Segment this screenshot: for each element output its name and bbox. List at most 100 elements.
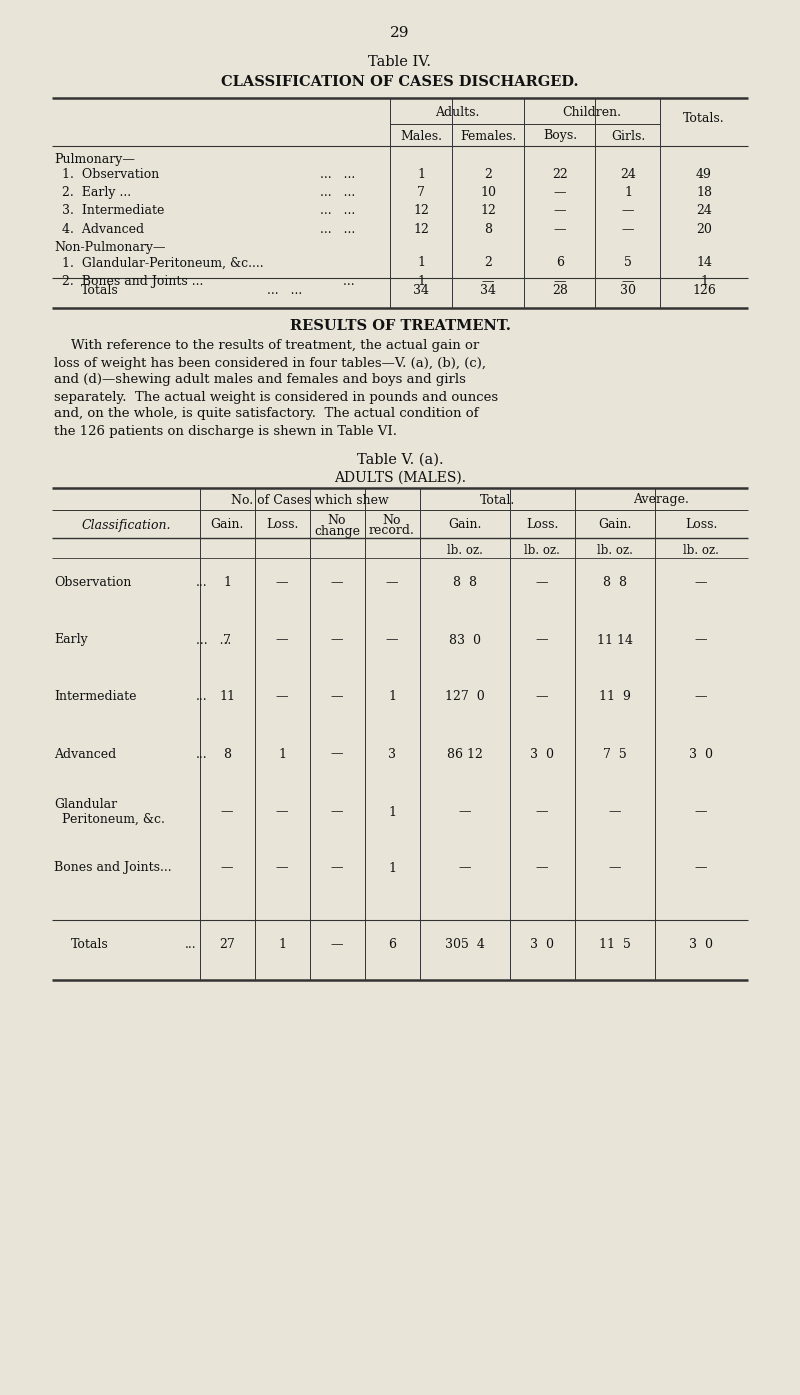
Text: —: — xyxy=(330,576,343,590)
Text: Gain.: Gain. xyxy=(210,519,244,531)
Text: 24: 24 xyxy=(620,167,636,180)
Text: 49: 49 xyxy=(696,167,712,180)
Text: 30: 30 xyxy=(620,283,636,297)
Text: Table V. (a).: Table V. (a). xyxy=(357,453,443,467)
Text: 7: 7 xyxy=(223,633,231,646)
Text: lb. oz.: lb. oz. xyxy=(447,544,483,557)
Text: 1: 1 xyxy=(417,257,425,269)
Text: —: — xyxy=(386,576,398,590)
Text: 2: 2 xyxy=(484,257,492,269)
Text: Males.: Males. xyxy=(400,130,442,142)
Text: ...   ...: ... ... xyxy=(320,205,355,218)
Text: Totals: Totals xyxy=(71,939,109,951)
Text: 3  0: 3 0 xyxy=(689,939,713,951)
Text: 1: 1 xyxy=(278,748,286,760)
Text: 10: 10 xyxy=(480,186,496,199)
Text: 28: 28 xyxy=(552,283,568,297)
Text: ...   ...: ... ... xyxy=(196,633,231,646)
Text: 3  0: 3 0 xyxy=(530,748,554,760)
Text: Adults.: Adults. xyxy=(435,106,479,119)
Text: 7  5: 7 5 xyxy=(603,748,627,760)
Text: 34: 34 xyxy=(413,283,429,297)
Text: Average.: Average. xyxy=(634,494,690,506)
Text: Glandular: Glandular xyxy=(54,798,117,812)
Text: —: — xyxy=(622,275,634,287)
Text: Boys.: Boys. xyxy=(543,130,577,142)
Text: ...: ... xyxy=(331,275,355,287)
Text: 3: 3 xyxy=(388,748,396,760)
Text: ...   ...: ... ... xyxy=(320,223,355,236)
Text: 1: 1 xyxy=(388,805,396,819)
Text: Total.: Total. xyxy=(480,494,515,506)
Text: 1: 1 xyxy=(388,862,396,875)
Text: RESULTS OF TREATMENT.: RESULTS OF TREATMENT. xyxy=(290,319,510,333)
Text: 14: 14 xyxy=(696,257,712,269)
Text: ...: ... xyxy=(185,939,197,951)
Text: 8  8: 8 8 xyxy=(453,576,477,590)
Text: 1: 1 xyxy=(700,275,708,287)
Text: —: — xyxy=(482,275,494,287)
Text: —: — xyxy=(694,633,707,646)
Text: 1: 1 xyxy=(278,939,286,951)
Text: 11  5: 11 5 xyxy=(599,939,631,951)
Text: —: — xyxy=(330,633,343,646)
Text: 11  9: 11 9 xyxy=(599,691,631,703)
Text: loss of weight has been considered in four tables—V. (a), (b), (c),: loss of weight has been considered in fo… xyxy=(54,357,486,370)
Text: 2: 2 xyxy=(484,167,492,180)
Text: and, on the whole, is quite satisfactory.  The actual condition of: and, on the whole, is quite satisfactory… xyxy=(54,407,478,420)
Text: —: — xyxy=(554,223,566,236)
Text: Non-Pulmonary—: Non-Pulmonary— xyxy=(54,241,166,254)
Text: 20: 20 xyxy=(696,223,712,236)
Text: 1.  Observation: 1. Observation xyxy=(54,167,159,180)
Text: 29: 29 xyxy=(390,27,410,40)
Text: Bones and Joints...: Bones and Joints... xyxy=(54,862,172,875)
Text: —: — xyxy=(221,862,234,875)
Text: Children.: Children. xyxy=(562,106,622,119)
Text: 11: 11 xyxy=(219,691,235,703)
Text: —: — xyxy=(554,275,566,287)
Text: 2.  Early ...: 2. Early ... xyxy=(54,186,131,199)
Text: the 126 patients on discharge is shewn in Table VI.: the 126 patients on discharge is shewn i… xyxy=(54,424,397,438)
Text: 8: 8 xyxy=(223,748,231,760)
Text: 8  8: 8 8 xyxy=(603,576,627,590)
Text: 5: 5 xyxy=(624,257,632,269)
Text: Loss.: Loss. xyxy=(266,519,298,531)
Text: ...: ... xyxy=(196,576,208,590)
Text: ...: ... xyxy=(196,691,208,703)
Text: 34: 34 xyxy=(480,283,496,297)
Text: 18: 18 xyxy=(696,186,712,199)
Text: ADULTS (MALES).: ADULTS (MALES). xyxy=(334,472,466,485)
Text: 86 12: 86 12 xyxy=(447,748,483,760)
Text: Intermediate: Intermediate xyxy=(54,691,137,703)
Text: —: — xyxy=(609,862,622,875)
Text: 3.  Intermediate: 3. Intermediate xyxy=(54,205,164,218)
Text: 1: 1 xyxy=(417,167,425,180)
Text: 3  0: 3 0 xyxy=(689,748,713,760)
Text: record.: record. xyxy=(369,525,415,537)
Text: 24: 24 xyxy=(696,205,712,218)
Text: 7: 7 xyxy=(417,186,425,199)
Text: 1.  Glandular-Peritoneum, &c....: 1. Glandular-Peritoneum, &c.... xyxy=(54,257,264,269)
Text: 11 14: 11 14 xyxy=(597,633,633,646)
Text: 6: 6 xyxy=(556,257,564,269)
Text: ...: ... xyxy=(196,748,208,760)
Text: 27: 27 xyxy=(219,939,235,951)
Text: —: — xyxy=(536,633,548,646)
Text: 12: 12 xyxy=(413,223,429,236)
Text: and (d)—shewing adult males and females and boys and girls: and (d)—shewing adult males and females … xyxy=(54,374,466,386)
Text: lb. oz.: lb. oz. xyxy=(597,544,633,557)
Text: 4.  Advanced: 4. Advanced xyxy=(54,223,144,236)
Text: Table IV.: Table IV. xyxy=(369,54,431,68)
Text: change: change xyxy=(314,525,360,537)
Text: Gain.: Gain. xyxy=(598,519,632,531)
Text: Loss.: Loss. xyxy=(526,519,558,531)
Text: —: — xyxy=(330,805,343,819)
Text: —: — xyxy=(694,862,707,875)
Text: lb. oz.: lb. oz. xyxy=(683,544,719,557)
Text: separately.  The actual weight is considered in pounds and ounces: separately. The actual weight is conside… xyxy=(54,391,498,403)
Text: Advanced: Advanced xyxy=(54,748,116,760)
Text: —: — xyxy=(536,691,548,703)
Text: —: — xyxy=(330,862,343,875)
Text: —: — xyxy=(609,805,622,819)
Text: CLASSIFICATION OF CASES DISCHARGED.: CLASSIFICATION OF CASES DISCHARGED. xyxy=(222,75,578,89)
